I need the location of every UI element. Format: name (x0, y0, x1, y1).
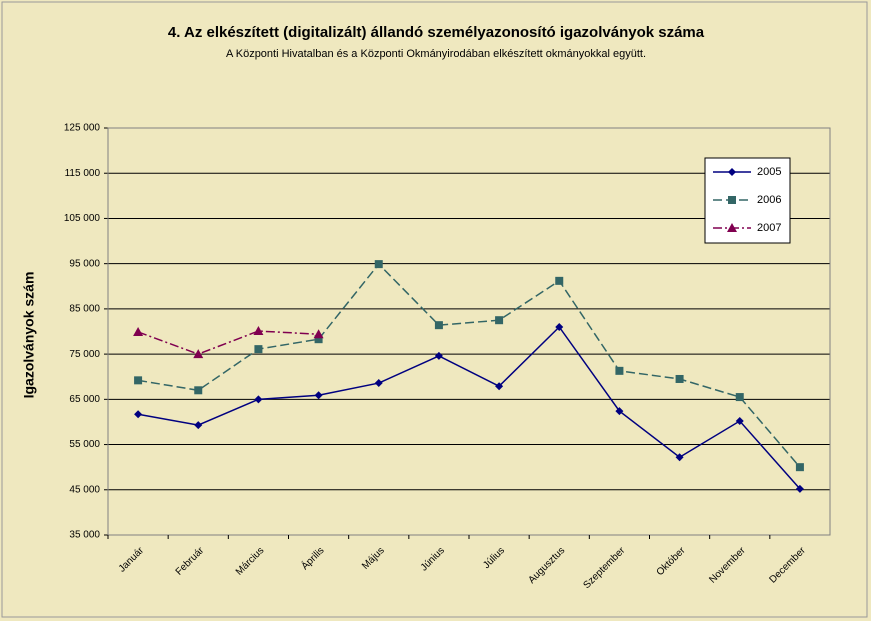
series-line (137, 262, 801, 468)
marker (253, 326, 264, 336)
marker (555, 322, 564, 331)
marker (194, 386, 203, 395)
marker (254, 395, 263, 404)
marker (495, 316, 504, 325)
marker (314, 391, 323, 400)
marker (193, 349, 204, 359)
marker (675, 374, 684, 383)
marker (134, 376, 143, 385)
y-tick-label: 95 000 (69, 258, 100, 269)
y-tick-label: 55 000 (69, 439, 100, 450)
marker (675, 453, 684, 462)
y-tick-label: 125 000 (64, 123, 101, 134)
marker (615, 407, 624, 416)
marker (735, 417, 744, 426)
marker (434, 321, 443, 330)
marker (314, 335, 323, 344)
legend-label: 2005 (757, 166, 781, 178)
marker (134, 410, 143, 419)
marker (254, 345, 263, 354)
marker (795, 463, 804, 472)
y-axis-label: Igazolványok szám (21, 272, 37, 399)
marker (374, 379, 383, 388)
marker (495, 382, 504, 391)
chart-title: 4. Az elkészített (digitalizált) állandó… (168, 24, 705, 41)
series-line (137, 330, 319, 355)
y-tick-label: 35 000 (69, 530, 100, 541)
marker (434, 351, 443, 360)
y-tick-label: 115 000 (65, 168, 101, 179)
y-tick-label: 105 000 (64, 213, 101, 224)
y-tick-label: 75 000 (69, 349, 100, 360)
marker (615, 366, 624, 375)
marker (555, 276, 564, 285)
marker (133, 326, 144, 336)
marker (374, 260, 383, 269)
marker (735, 393, 744, 402)
legend-label: 2006 (757, 194, 781, 206)
marker (313, 329, 324, 339)
marker (727, 223, 737, 232)
chart-subtitle: A Központi Hivatalban és a Központi Okmá… (226, 48, 646, 60)
series-line (137, 325, 801, 490)
legend-label: 2007 (757, 222, 781, 234)
y-tick-label: 45 000 (69, 484, 100, 495)
marker (194, 421, 203, 430)
marker (795, 484, 804, 493)
y-tick-label: 65 000 (69, 394, 100, 405)
marker (728, 196, 736, 204)
y-tick-label: 85 000 (69, 304, 100, 315)
marker (728, 168, 736, 176)
